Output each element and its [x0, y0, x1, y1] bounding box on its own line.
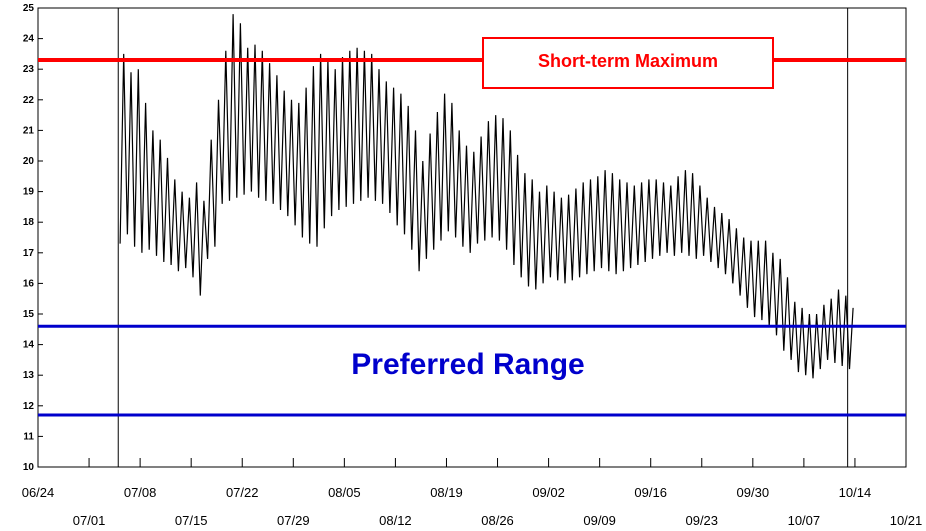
- y-tick-label: 18: [23, 217, 35, 228]
- x-tick-label: 10/21: [890, 513, 923, 528]
- preferred-range-label: Preferred Range: [351, 348, 584, 381]
- x-tick-label: 08/26: [481, 513, 514, 528]
- x-tick-label: 09/30: [737, 485, 770, 500]
- x-tick-label: 08/19: [430, 485, 463, 500]
- x-tick-label: 07/01: [73, 513, 106, 528]
- y-tick-label: 12: [23, 401, 35, 412]
- x-tick-label: 09/02: [532, 485, 565, 500]
- short-term-maximum-box: [482, 37, 774, 89]
- y-tick-label: 11: [23, 431, 34, 442]
- x-tick-label: 07/22: [226, 485, 259, 500]
- x-tick-label: 07/29: [277, 513, 310, 528]
- x-tick-label: 08/05: [328, 485, 361, 500]
- x-tick-label: 10/07: [788, 513, 821, 528]
- x-tick-label: 08/12: [379, 513, 412, 528]
- y-tick-label: 15: [23, 309, 35, 320]
- y-tick-label: 14: [23, 340, 35, 351]
- axes: 10 11 12 13 14 15 16 17 18 19 20 21 22 23 24 25 06/24 07/…: [22, 3, 923, 528]
- y-tick-label: 19: [23, 187, 35, 198]
- x-tick-label: 07/08: [124, 485, 157, 500]
- x-tick-label: 09/09: [583, 513, 616, 528]
- plot-frame: [37, 7, 907, 468]
- annotations: Short-term Maximum Preferred Range: [351, 37, 774, 381]
- series-line: [119, 14, 854, 379]
- temperature-series: [119, 14, 854, 379]
- y-tick-label: 13: [23, 370, 35, 381]
- x-tick-label: 07/15: [175, 513, 208, 528]
- x-tick-label: 09/16: [634, 485, 667, 500]
- y-tick-label: 24: [23, 34, 35, 45]
- y-tick-label: 20: [23, 156, 35, 167]
- y-tick-label: 25: [23, 3, 35, 14]
- x-tick-label: 09/23: [685, 513, 718, 528]
- x-tick-label: 06/24: [22, 485, 55, 500]
- y-tick-label: 17: [23, 248, 35, 259]
- y-tick-label: 22: [23, 95, 35, 106]
- y-tick-label: 16: [23, 278, 35, 289]
- short-term-maximum-label: Short-term Maximum: [538, 51, 718, 71]
- y-tick-label: 21: [23, 125, 35, 136]
- y-tick-label: 23: [23, 64, 35, 75]
- y-tick-label: 10: [23, 462, 35, 473]
- x-tick-label: 10/14: [839, 485, 872, 500]
